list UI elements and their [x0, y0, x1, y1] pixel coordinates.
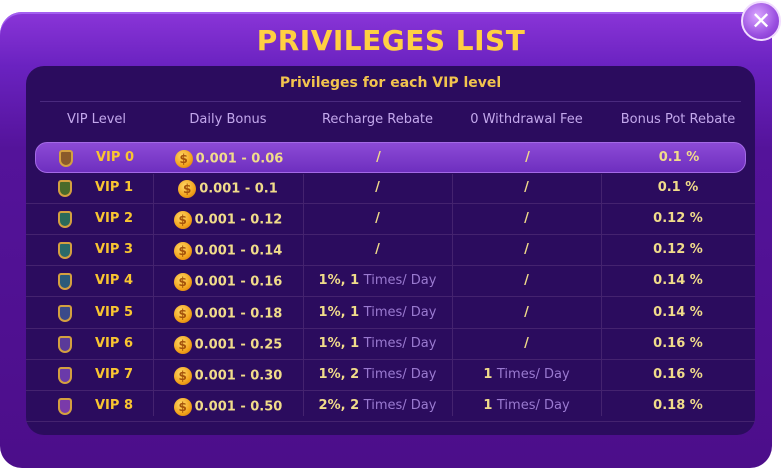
- vip-level: VIP 1: [95, 180, 133, 195]
- bonus-pot-rebate: 0.12 %: [653, 242, 703, 257]
- withdrawal-fee: /: [524, 336, 529, 351]
- daily-bonus: $0.001 - 0.50: [153, 398, 303, 416]
- coin-icon: $: [174, 150, 193, 168]
- vip-shield-icon: [58, 398, 72, 415]
- bonus-pot-rebate: 0.14 %: [653, 273, 703, 288]
- table-row[interactable]: VIP 7 $0.001 - 0.30 1%, 2 Times/ Day 1 Time…: [26, 360, 755, 391]
- vip-shield-icon: [58, 242, 72, 259]
- recharge-rebate: /: [375, 180, 380, 195]
- bonus-pot-rebate: 0.1 %: [658, 150, 700, 165]
- vip-level: VIP 4: [95, 273, 133, 288]
- daily-bonus: $0.001 - 0.16: [153, 273, 303, 291]
- daily-bonus: $0.001 - 0.06: [154, 150, 304, 168]
- vip-shield-icon: [58, 305, 72, 322]
- table-row[interactable]: VIP 2 $0.001 - 0.12 / / 0.12 %: [26, 204, 755, 235]
- table-row[interactable]: VIP 5 $0.001 - 0.18 1%, 1 Times/ Day / 0.14…: [26, 298, 755, 329]
- daily-bonus: $0.001 - 0.30: [153, 367, 303, 385]
- vip-shield-icon: [58, 211, 72, 228]
- bonus-pot-rebate: 0.1 %: [657, 180, 699, 195]
- coin-icon: $: [178, 180, 197, 198]
- column-divider: [153, 174, 154, 416]
- vip-shield-icon: [58, 367, 72, 384]
- coin-icon: $: [173, 398, 192, 416]
- vip-level: VIP 8: [95, 398, 133, 413]
- table-header: VIP Level Daily Bonus Recharge Rebate 0 …: [26, 112, 755, 132]
- coin-icon: $: [173, 211, 192, 229]
- vip-level: VIP 3: [95, 242, 133, 257]
- recharge-rebate: 2%, 2 Times/ Day: [318, 398, 437, 413]
- table-row[interactable]: VIP 6 $0.001 - 0.25 1%, 1 Times/ Day / 0.16…: [26, 329, 755, 360]
- close-icon: ✕: [750, 7, 772, 35]
- bonus-pot-rebate: 0.16 %: [653, 336, 703, 351]
- withdrawal-fee: 1 Times/ Day: [483, 367, 570, 382]
- vip-level: VIP 5: [95, 305, 133, 320]
- table-row[interactable]: VIP 8 $0.001 - 0.50 2%, 2 Times/ Day 1 Time…: [26, 391, 755, 422]
- header-bonus-pot-rebate: Bonus Pot Rebate: [620, 112, 736, 127]
- withdrawal-fee: 1 Times/ Day: [483, 398, 570, 413]
- privileges-table: Privileges for each VIP level VIP Level …: [26, 66, 755, 435]
- vip-level: VIP 6: [95, 336, 133, 351]
- bonus-pot-rebate: 0.14 %: [653, 305, 703, 320]
- vip-level: VIP 7: [95, 367, 133, 382]
- column-divider: [303, 174, 304, 416]
- table-subtitle: Privileges for each VIP level: [279, 75, 502, 91]
- header-vip-level: VIP Level: [66, 112, 126, 127]
- withdrawal-fee: /: [524, 211, 529, 226]
- vip-level: VIP 2: [95, 211, 133, 226]
- coin-icon: $: [173, 336, 192, 354]
- column-divider: [601, 174, 602, 416]
- withdrawal-fee: /: [525, 150, 530, 165]
- vip-level: VIP 0: [96, 150, 134, 165]
- vip-shield-icon: [58, 273, 72, 290]
- bonus-pot-rebate: 0.12 %: [653, 211, 703, 226]
- coin-icon: $: [173, 242, 192, 260]
- recharge-rebate: /: [375, 211, 380, 226]
- header-recharge-rebate: Recharge Rebate: [321, 112, 434, 127]
- withdrawal-fee: /: [524, 305, 529, 320]
- recharge-rebate: 1%, 2 Times/ Day: [318, 367, 437, 382]
- daily-bonus: $0.001 - 0.1: [153, 180, 303, 198]
- header-withdrawal-fee: 0 Withdrawal Fee: [470, 112, 583, 127]
- bonus-pot-rebate: 0.16 %: [653, 367, 703, 382]
- table-row[interactable]: VIP 4 $0.001 - 0.16 1%, 1 Times/ Day / 0.14…: [26, 266, 755, 297]
- coin-icon: $: [173, 367, 192, 385]
- recharge-rebate: 1%, 1 Times/ Day: [318, 305, 437, 320]
- coin-icon: $: [173, 273, 192, 291]
- recharge-rebate: 1%, 1 Times/ Day: [318, 273, 437, 288]
- divider: [40, 101, 741, 102]
- table-row[interactable]: VIP 0 $0.001 - 0.06 / / 0.1 %: [35, 142, 746, 173]
- close-button[interactable]: ✕: [741, 1, 781, 41]
- daily-bonus: $0.001 - 0.12: [153, 211, 303, 229]
- recharge-rebate: 1%, 1 Times/ Day: [318, 336, 437, 351]
- daily-bonus: $0.001 - 0.14: [153, 242, 303, 260]
- dialog-title: PRIVILEGES LIST: [256, 24, 526, 57]
- table-row[interactable]: VIP 3 $0.001 - 0.14 / / 0.12 %: [26, 235, 755, 266]
- withdrawal-fee: /: [524, 273, 529, 288]
- withdrawal-fee: /: [524, 180, 529, 195]
- table-row[interactable]: VIP 1 $0.001 - 0.1 / / 0.1 %: [26, 173, 755, 204]
- column-divider: [452, 174, 453, 416]
- bonus-pot-rebate: 0.18 %: [653, 398, 703, 413]
- vip-shield-icon: [58, 336, 72, 353]
- recharge-rebate: /: [375, 242, 380, 257]
- header-daily-bonus: Daily Bonus: [189, 112, 267, 127]
- daily-bonus: $0.001 - 0.25: [153, 336, 303, 354]
- coin-icon: $: [173, 305, 192, 323]
- daily-bonus: $0.001 - 0.18: [153, 305, 303, 323]
- recharge-rebate: /: [376, 150, 381, 165]
- withdrawal-fee: /: [524, 242, 529, 257]
- vip-shield-icon: [59, 150, 73, 167]
- vip-shield-icon: [58, 180, 72, 197]
